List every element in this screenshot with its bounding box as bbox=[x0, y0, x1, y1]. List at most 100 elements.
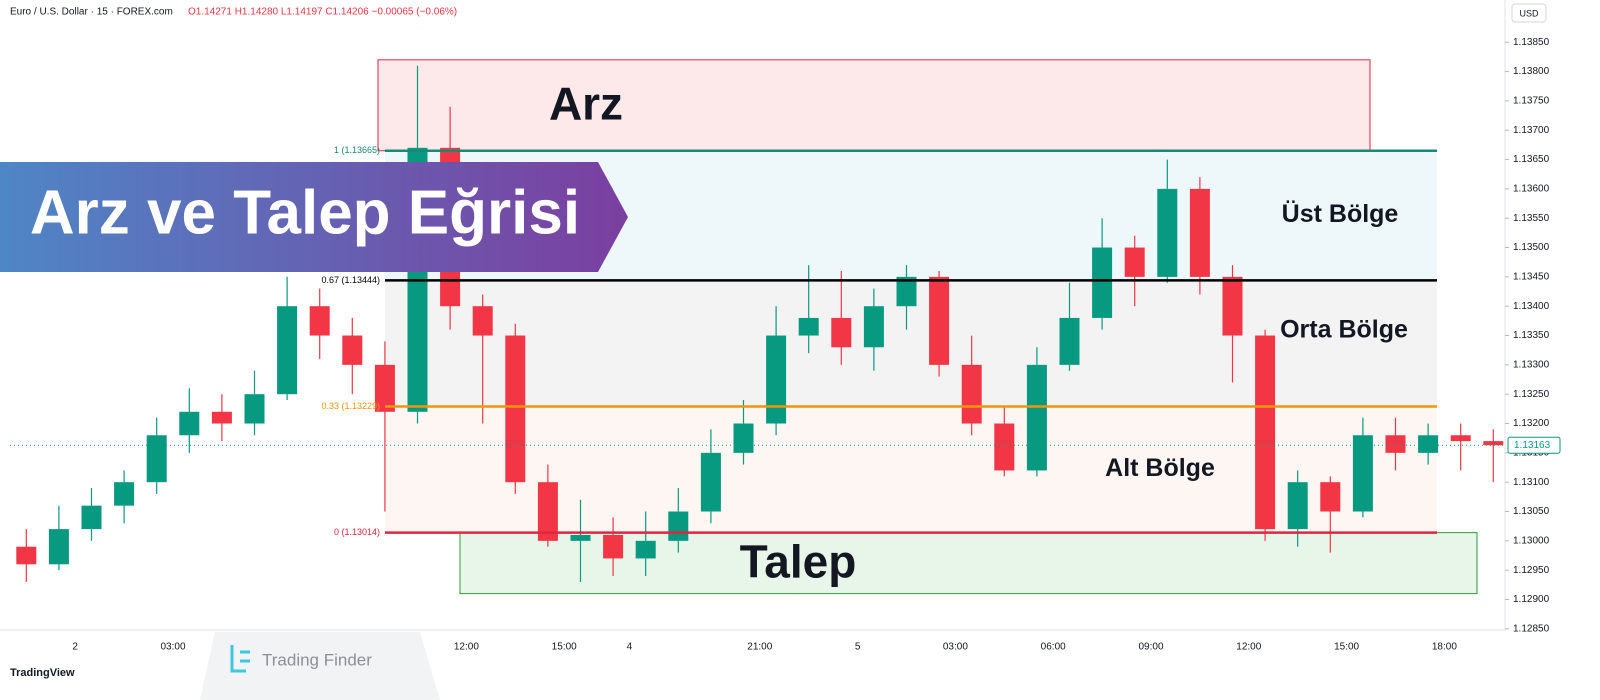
candle-body bbox=[16, 546, 37, 565]
y-tick-label: 1.13800 bbox=[1513, 66, 1550, 77]
last-price-tag bbox=[1507, 436, 1561, 454]
y-tick-label: 1.13300 bbox=[1513, 360, 1550, 371]
zone-label: Arz bbox=[549, 77, 623, 129]
candle-body bbox=[309, 306, 330, 336]
y-tick-label: 1.13550 bbox=[1513, 213, 1550, 224]
candle-body bbox=[1255, 335, 1276, 530]
x-tick-label: 18:00 bbox=[1432, 642, 1457, 653]
candle-body bbox=[635, 540, 656, 559]
candle-body bbox=[1352, 435, 1373, 512]
zone-label: Talep bbox=[740, 535, 857, 587]
candle-body bbox=[831, 317, 852, 348]
candle-body bbox=[146, 435, 167, 483]
candle-body bbox=[700, 452, 721, 512]
currency: USD bbox=[1519, 8, 1539, 18]
y-tick-label: 1.13650 bbox=[1513, 154, 1550, 165]
candle-body bbox=[374, 364, 395, 412]
candle-body bbox=[342, 335, 363, 365]
x-tick-label: 2 bbox=[72, 642, 78, 653]
y-tick-label: 1.13200 bbox=[1513, 418, 1550, 429]
candle-body bbox=[570, 534, 591, 541]
candle-body bbox=[863, 306, 884, 348]
last-price-label: 1.13163 bbox=[1514, 440, 1551, 451]
candle-body bbox=[1059, 317, 1080, 365]
candle-body bbox=[1092, 247, 1113, 318]
candle-body bbox=[1320, 482, 1341, 512]
candle-body bbox=[1124, 247, 1145, 277]
candle-body bbox=[505, 335, 526, 483]
y-tick-label: 1.13500 bbox=[1513, 242, 1550, 253]
candle-body bbox=[733, 423, 754, 453]
candle-body bbox=[961, 364, 982, 424]
candle-body bbox=[1157, 188, 1178, 277]
banner-title: Arz ve Talep Eğrisi bbox=[30, 178, 580, 247]
candle-body bbox=[766, 335, 787, 424]
candle-body bbox=[1418, 435, 1439, 453]
y-tick-label: 1.13100 bbox=[1513, 477, 1550, 488]
y-tick-label: 1.13600 bbox=[1513, 184, 1550, 195]
zone bbox=[459, 532, 1478, 595]
watermark-shape bbox=[200, 632, 440, 700]
candle-body bbox=[929, 276, 950, 365]
candle-body bbox=[1483, 441, 1504, 446]
candles-layer bbox=[16, 65, 1504, 582]
y-tick-label: 1.13050 bbox=[1513, 506, 1550, 517]
x-tick-label: 03:00 bbox=[943, 642, 968, 653]
x-tick-label: 12:00 bbox=[454, 642, 479, 653]
ohlc-readout: O1.14271 H1.14280 L1.14197 C1.14206 −0.0… bbox=[188, 7, 457, 18]
y-tick-label: 1.13750 bbox=[1513, 96, 1550, 107]
symbol-title: Euro / U.S. Dollar · 15 · FOREX.com bbox=[10, 7, 173, 18]
y-tick-label: 1.13350 bbox=[1513, 330, 1550, 341]
y-tick-label: 1.12950 bbox=[1513, 565, 1550, 576]
candle-body bbox=[48, 529, 69, 565]
x-tick-label: 12:00 bbox=[1236, 642, 1261, 653]
band-label: Üst Bölge bbox=[1282, 199, 1399, 228]
y-tick-label: 1.13450 bbox=[1513, 272, 1550, 283]
level-label: 0 (1.13014) bbox=[334, 527, 380, 537]
x-tick-label: 4 bbox=[627, 642, 633, 653]
level-label: 0.33 (1.13229) bbox=[321, 401, 380, 411]
candle-body bbox=[1287, 482, 1308, 530]
x-tick-label: 15:00 bbox=[1334, 642, 1359, 653]
candle-body bbox=[114, 482, 135, 506]
band-label: Orta Bölge bbox=[1280, 315, 1408, 343]
candle-body bbox=[277, 306, 298, 395]
candle-body bbox=[1026, 364, 1047, 471]
band-label: Alt Bölge bbox=[1105, 454, 1215, 482]
x-tick-label: 03:00 bbox=[160, 642, 185, 653]
banner bbox=[0, 162, 628, 272]
candle-body bbox=[668, 511, 689, 541]
overlay-layer: Üst Bölge Orta Bölge Alt Bölge Arz Talep 1 (1… bbox=[321, 77, 1437, 587]
y-tick-label: 1.13700 bbox=[1513, 125, 1550, 136]
candle-body bbox=[798, 317, 819, 336]
x-tick-label: 06:00 bbox=[1041, 642, 1066, 653]
brand-logo bbox=[230, 645, 250, 673]
currency-box[interactable] bbox=[1511, 3, 1547, 23]
x-tick-label: 09:00 bbox=[1138, 642, 1163, 653]
y-tick-label: 1.12900 bbox=[1513, 594, 1550, 605]
candle-body bbox=[179, 411, 200, 436]
level-label: 1 (1.13665) bbox=[334, 145, 380, 155]
candle-body bbox=[896, 276, 917, 307]
candle-body bbox=[244, 394, 265, 424]
candle-body bbox=[81, 505, 102, 530]
candle-body bbox=[994, 423, 1015, 471]
x-tick-label: 21:00 bbox=[747, 642, 772, 653]
brand-name: Trading Finder bbox=[262, 650, 372, 669]
candle-body bbox=[1189, 188, 1210, 277]
candle-body bbox=[211, 411, 232, 424]
y-tick-label: 1.13850 bbox=[1513, 37, 1550, 48]
platform-name: TradingView bbox=[10, 667, 75, 679]
y-tick-label: 1.13250 bbox=[1513, 389, 1550, 400]
candle-body bbox=[1222, 276, 1243, 336]
candle-body bbox=[472, 306, 493, 336]
candle-body bbox=[603, 534, 624, 559]
x-tick-label: 15:00 bbox=[552, 642, 577, 653]
zone bbox=[377, 59, 1371, 152]
y-tick-label: 1.13400 bbox=[1513, 301, 1550, 312]
candle-body bbox=[1450, 435, 1471, 442]
y-tick-label: 1.12850 bbox=[1513, 623, 1550, 634]
level-label: 0.67 (1.13444) bbox=[321, 275, 380, 285]
y-tick-label: 1.13000 bbox=[1513, 535, 1550, 546]
